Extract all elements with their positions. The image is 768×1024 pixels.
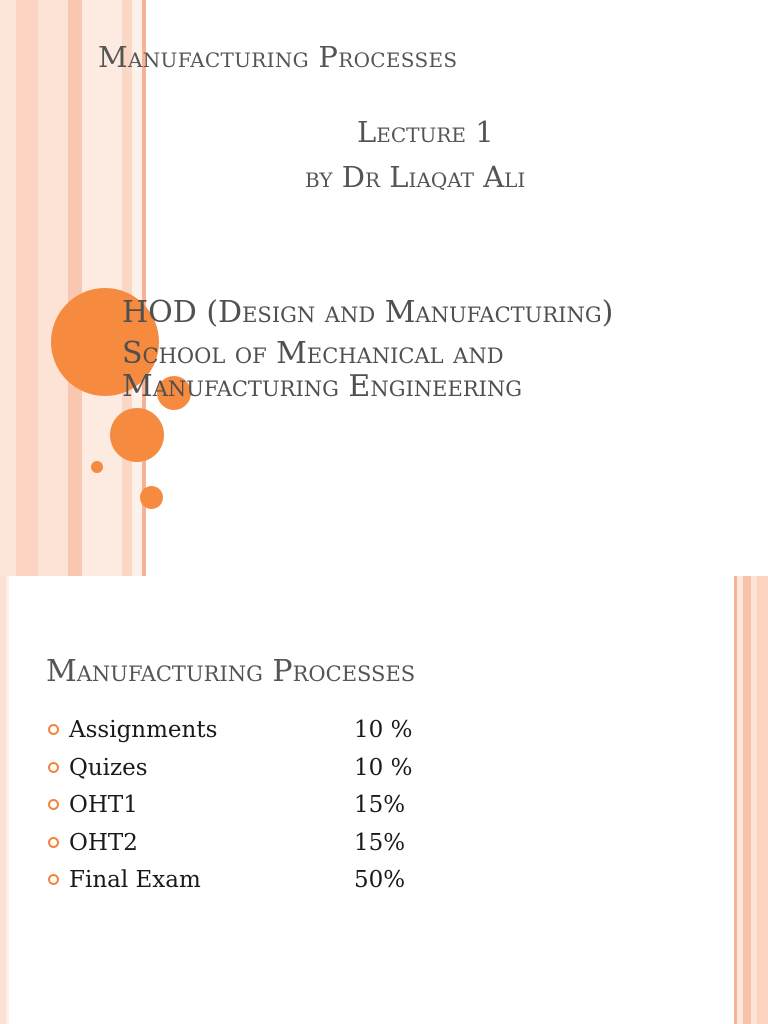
hod-line: HOD (Design and Manufacturing) (122, 295, 614, 330)
item-value: 10 % (354, 717, 413, 743)
decorative-stripe (0, 0, 16, 576)
decorative-circle-small (140, 486, 163, 509)
bullet-circle-icon (48, 799, 59, 810)
decorative-circle-tiny (91, 461, 103, 473)
decorative-stripe (757, 576, 768, 1024)
item-label: OHT1 (69, 792, 138, 818)
item-label: Quizes (69, 754, 148, 781)
bullet-circle-icon (48, 874, 59, 885)
affiliation-block: HOD (Design and Manufacturing) School of… (122, 292, 613, 407)
decorative-circle-large (51, 288, 159, 396)
item-value: 10 % (354, 754, 413, 781)
decorative-stripe (734, 576, 737, 1024)
slide-title: Manufacturing Processes (98, 40, 458, 74)
title-slide: Manufacturing Processes Lecture 1 by Dr … (0, 0, 614, 576)
item-value: 15% (354, 829, 406, 856)
lecture-number: Lecture 1 (357, 115, 494, 149)
item-value: 50% (354, 867, 406, 893)
decorative-stripe (132, 0, 142, 576)
decorative-stripe (751, 576, 757, 1024)
school-line-1: School of Mechanical and (122, 336, 504, 371)
item-label: Assignments (69, 717, 218, 743)
item-label: Final Exam (69, 867, 201, 893)
lecture-author: by Dr Liaqat Ali (305, 160, 526, 194)
decorative-stripe (38, 0, 68, 576)
decorative-stripe (68, 0, 82, 576)
bullet-circle-icon (48, 761, 59, 773)
decorative-stripe (6, 576, 9, 1024)
decorative-stripe (0, 576, 6, 1024)
decorative-circle-small (157, 376, 191, 410)
decorative-circle-medium (110, 408, 164, 462)
school-line-2: Manufacturing Engineering (122, 369, 523, 404)
decorative-stripe (122, 0, 132, 576)
grading-slide: Manufacturing Processes Assignments 10 %… (0, 576, 768, 1024)
item-label: OHT2 (69, 829, 138, 856)
decorative-stripe (142, 0, 146, 576)
bullet-circle-icon (48, 836, 59, 848)
bullet-circle-icon (48, 724, 59, 735)
slide-title: Manufacturing Processes (46, 654, 416, 689)
decorative-stripe (743, 576, 751, 1024)
decorative-stripe (16, 0, 38, 576)
item-value: 15% (354, 792, 406, 818)
decorative-stripe (737, 576, 743, 1024)
